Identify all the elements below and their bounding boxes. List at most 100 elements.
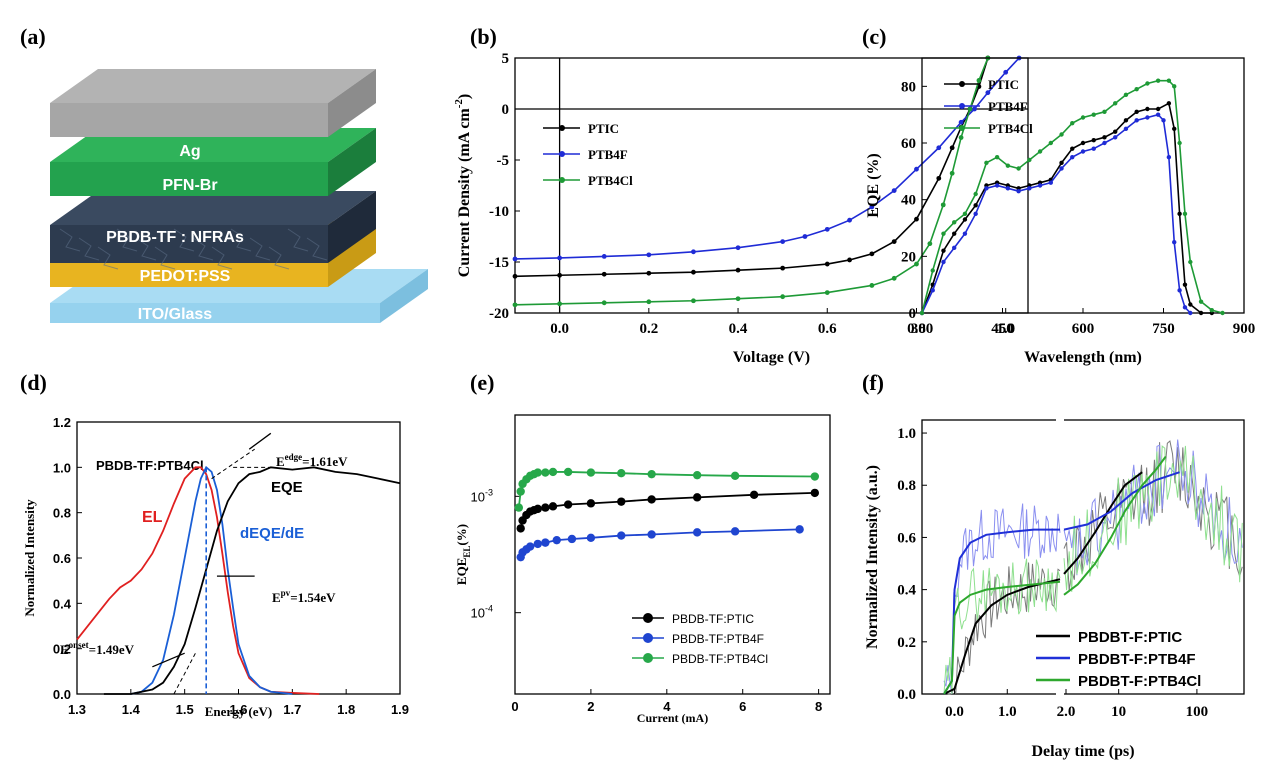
panel-label: (e)	[470, 370, 494, 395]
data-point	[967, 106, 973, 112]
data-point	[1166, 154, 1172, 160]
legend-marker	[559, 151, 565, 157]
texture-strand	[135, 237, 157, 261]
layer-front-face	[50, 303, 380, 323]
y-tick-label: 0.4	[53, 596, 72, 611]
data-point	[1005, 163, 1011, 168]
onset-tangent	[173, 652, 196, 695]
y-axis-label: Normalized Intensity (a.u.)	[864, 465, 881, 649]
y-axis-label: Normalized Intensity	[22, 499, 37, 617]
data-point	[512, 273, 518, 279]
data-point	[646, 270, 652, 276]
deqe-annotation: dEQE/dE	[240, 525, 304, 542]
data-point	[1155, 106, 1161, 112]
layer-label: ITO/Glass	[138, 306, 213, 323]
layer-top-face	[50, 69, 376, 103]
legend-marker	[959, 103, 965, 109]
legend-label: PBDBT-F:PTB4F	[1078, 651, 1196, 668]
layer-side-face	[328, 69, 376, 137]
x-axis-label: Current (mA)	[637, 711, 708, 725]
data-point	[919, 310, 925, 316]
data-point	[1113, 129, 1118, 134]
x-tick-label: 2.0	[1057, 704, 1076, 720]
data-point	[973, 203, 978, 208]
data-point	[949, 170, 955, 176]
data-point	[941, 259, 946, 265]
data-point	[548, 502, 558, 511]
data-point	[541, 538, 550, 547]
data-point	[1080, 140, 1086, 146]
data-point	[730, 527, 740, 536]
energy-annotation: Epv=1.54eV	[272, 588, 336, 605]
axis-break-bottom	[1056, 691, 1064, 697]
arrow-edge	[248, 432, 272, 450]
data-point	[601, 271, 607, 277]
y-tick-label: 0	[502, 102, 510, 118]
data-point	[730, 471, 740, 481]
legend-label: PBDB-TF:PTB4F	[672, 632, 764, 646]
y-tick-label: -20	[489, 306, 509, 322]
layer-side-face	[380, 269, 428, 323]
data-point	[1145, 115, 1150, 120]
y-tick-label: 5	[502, 51, 510, 67]
texture-strand	[249, 237, 271, 261]
plot-frame	[921, 419, 1245, 695]
x-tick-label: 600	[1072, 321, 1095, 337]
texture-strand	[59, 228, 81, 252]
legend-label: PBDBT-F:PTB4Cl	[1078, 673, 1201, 690]
layer-label: PFN-Br	[162, 177, 217, 194]
data-point	[1080, 115, 1086, 120]
data-point	[617, 469, 626, 478]
layer-front-face	[50, 162, 328, 196]
legend-marker	[643, 613, 653, 623]
data-point	[1070, 154, 1075, 160]
data-point	[1145, 106, 1150, 112]
data-point	[930, 288, 935, 293]
data-point	[914, 261, 919, 267]
data-point	[1155, 112, 1161, 117]
data-point	[533, 468, 542, 477]
data-point	[949, 145, 955, 151]
x-axis-label: Voltage (V)	[733, 349, 810, 366]
data-point	[735, 267, 741, 273]
y-tick-label: 1.0	[53, 460, 71, 475]
texture-strand	[287, 228, 309, 252]
legend-label: PBDBT-F:PTIC	[1078, 629, 1182, 646]
x-tick-label: 8	[815, 699, 822, 714]
data-point	[552, 535, 561, 545]
series-line	[103, 466, 401, 695]
data-point	[994, 154, 1000, 160]
data-point	[1003, 69, 1009, 75]
x-tick-label: 1.7	[283, 702, 301, 717]
data-point	[646, 299, 652, 305]
x-tick-label: 100	[1186, 704, 1209, 720]
data-point	[563, 467, 573, 477]
series-line	[519, 492, 815, 529]
data-point	[1027, 157, 1032, 163]
data-point	[1177, 288, 1182, 293]
data-point	[891, 239, 897, 245]
legend-label: PTB4F	[988, 99, 1028, 114]
legend-marker	[559, 125, 565, 131]
data-point	[1123, 118, 1129, 123]
data-point	[940, 202, 946, 208]
layer-side-face	[328, 128, 376, 196]
x-tick-label: 2	[587, 699, 594, 714]
data-point	[941, 248, 946, 253]
data-point	[962, 217, 968, 222]
layer-front-face	[50, 103, 328, 137]
data-point	[557, 272, 563, 278]
edge-tangent	[211, 448, 255, 480]
data-point	[927, 241, 933, 247]
data-point	[1059, 132, 1064, 137]
data-point	[692, 528, 702, 537]
data-point	[692, 470, 702, 480]
data-point	[1080, 149, 1086, 154]
layer-label: PBDB-TF : NFRAs	[106, 229, 244, 246]
data-point	[930, 268, 935, 273]
y-tick-label: 40	[901, 193, 916, 209]
legend-marker	[559, 177, 565, 183]
layer-side-face	[328, 191, 376, 263]
data-point	[914, 166, 919, 172]
